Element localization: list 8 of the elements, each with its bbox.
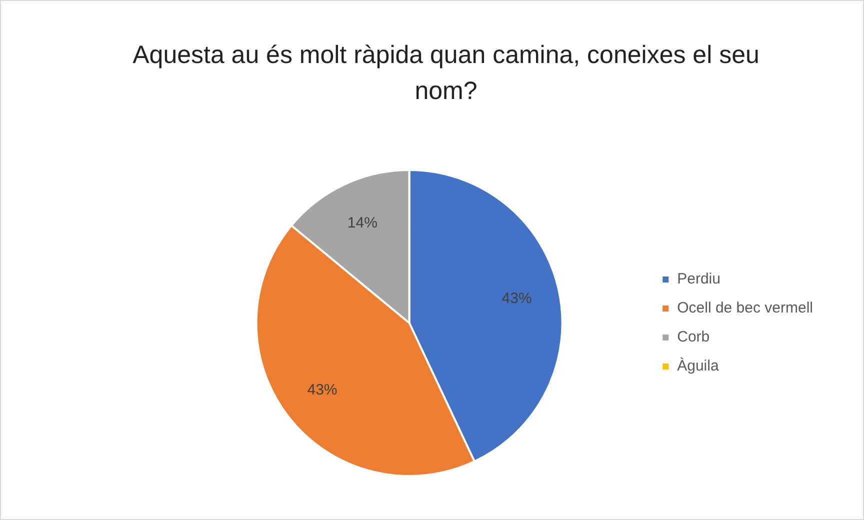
- data-label: 14%: [347, 214, 378, 232]
- legend-label: Corb: [677, 328, 710, 346]
- data-label: 43%: [502, 290, 532, 308]
- legend-label: Àguila: [677, 356, 720, 375]
- chart-title: Aquesta au és molt ràpida quan camina, coneixes el seu nom?: [132, 40, 760, 107]
- legend-label: Perdiu: [677, 270, 720, 288]
- legend-label: Ocell de bec vermell: [677, 300, 814, 317]
- data-label: 43%: [307, 382, 338, 399]
